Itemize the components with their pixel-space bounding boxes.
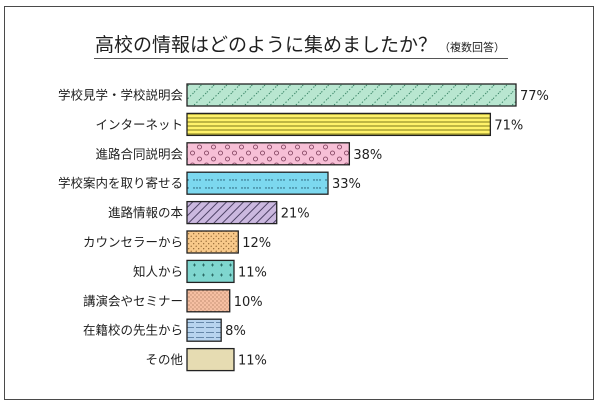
value-label: 8% (225, 324, 246, 339)
bar (186, 200, 278, 225)
bar (186, 289, 231, 313)
bar (186, 142, 351, 166)
chart-frame (4, 6, 594, 400)
value-label: 11% (238, 354, 267, 369)
value-label: 10% (234, 295, 263, 310)
category-label: 進路情報の本 (108, 205, 184, 220)
category-label: インターネット (95, 117, 183, 132)
value-label: 11% (238, 265, 267, 280)
bar (186, 83, 517, 107)
category-label: 在籍校の先生から (83, 323, 183, 338)
category-label: その他 (145, 352, 183, 367)
bar (186, 230, 239, 254)
category-label: 知人から (133, 264, 183, 279)
category-label: 学校見学・学校説明会 (58, 88, 184, 103)
bar (186, 318, 222, 342)
category-label: 講演会やセミナー (83, 293, 183, 308)
bar (186, 347, 235, 372)
chart-title: 高校の情報はどのように集めましたか？ (94, 34, 437, 56)
chart-subtitle: （複数回答） (439, 41, 505, 54)
value-label: 21% (281, 207, 310, 222)
value-label: 38% (353, 148, 382, 163)
category-label: 進路合同説明会 (95, 146, 183, 161)
value-label: 77% (520, 89, 549, 104)
title-underline (94, 58, 508, 59)
bar (186, 259, 235, 284)
category-label: カウンセラーから (83, 235, 183, 250)
chart-header: 高校の情報はどのように集めましたか？ （複数回答） (0, 30, 600, 57)
bar (186, 112, 492, 137)
value-label: 12% (242, 236, 271, 251)
bar (186, 171, 329, 195)
value-label: 71% (494, 118, 523, 133)
value-label: 33% (332, 177, 361, 192)
category-label: 学校案内を取り寄せる (58, 176, 183, 191)
